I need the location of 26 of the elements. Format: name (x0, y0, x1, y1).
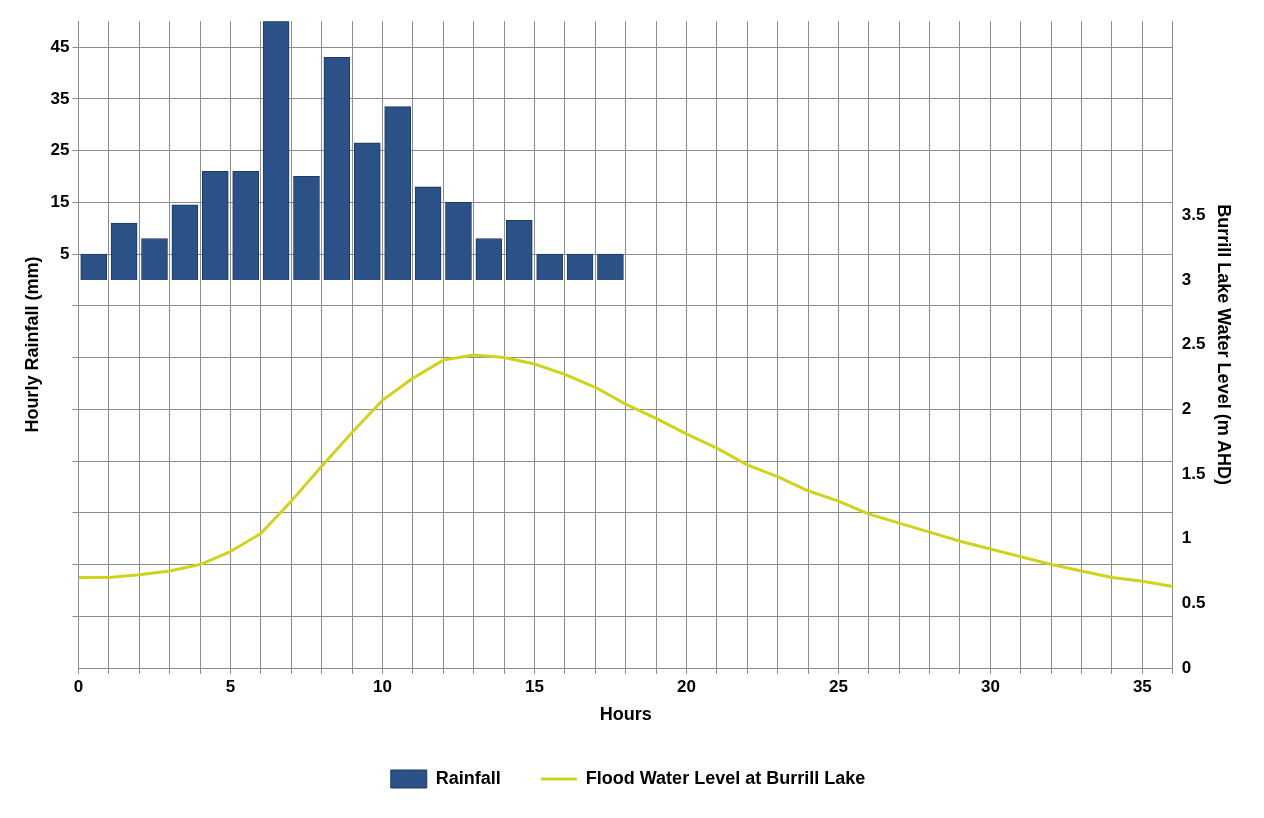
x-tick-label: 10 (373, 676, 392, 696)
y2-tick-label: 0 (1181, 657, 1192, 677)
y2-tick-label: 3 (1181, 269, 1192, 289)
x-tick-label: 35 (1132, 676, 1152, 696)
y2-tick-label: 0.5 (1181, 593, 1206, 613)
y-tick-label: 35 (50, 88, 70, 108)
y-tick-label: 15 (50, 191, 70, 211)
legend-label: Rainfall (435, 767, 501, 788)
y-tick-label: 5 (60, 243, 70, 263)
x-tick-label: 15 (524, 676, 544, 696)
y2-tick-label: 2.5 (1181, 334, 1206, 354)
legend-label: Flood Water Level at Burrill Lake (585, 767, 866, 788)
y-axis-title: Hourly Rainfall (mm) (21, 256, 42, 433)
x-axis-title: Hours (599, 704, 652, 725)
y2-tick-label: 1 (1181, 528, 1192, 548)
x-tick-label: 25 (828, 676, 848, 696)
x-tick-label: 0 (73, 676, 84, 696)
x-tick-label: 20 (676, 676, 696, 696)
x-tick-label: 30 (980, 676, 1000, 696)
x-tick-label: 5 (225, 676, 236, 696)
y2-tick-label: 1.5 (1181, 463, 1206, 483)
y2-tick-label: 3.5 (1181, 204, 1206, 224)
y-tick-label: 45 (50, 36, 70, 56)
y-tick-label: 25 (50, 140, 70, 160)
y2-axis-title: Burrill Lake Water Level (m AHD) (1214, 204, 1235, 485)
y2-tick-label: 2 (1181, 398, 1192, 418)
